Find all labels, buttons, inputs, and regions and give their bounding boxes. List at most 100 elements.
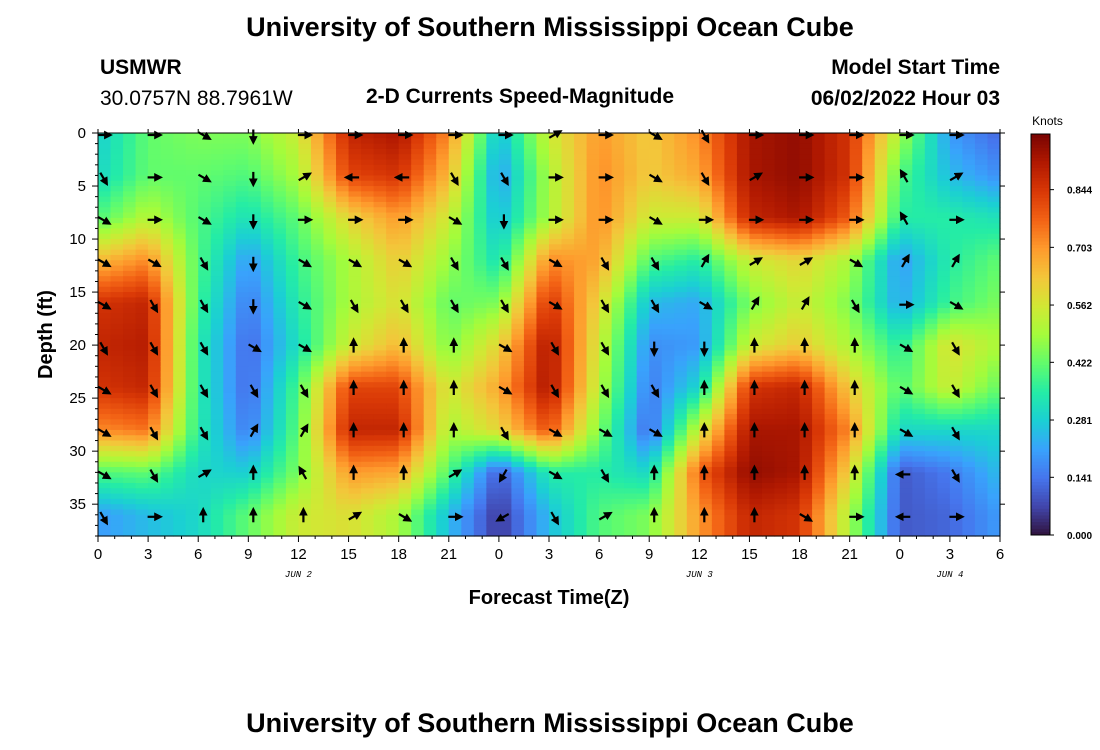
heatmap-cell (736, 191, 751, 198)
heatmap-cell (310, 281, 325, 288)
heatmap-cell (536, 233, 550, 240)
heatmap-cell (373, 302, 387, 309)
heatmap-cell (812, 345, 826, 352)
heatmap-cell (361, 414, 375, 420)
heatmap-cell (461, 265, 475, 272)
heatmap-cell (185, 440, 199, 447)
heatmap-cell (386, 318, 400, 325)
heatmap-cell (185, 461, 199, 468)
heatmap-cell (874, 233, 888, 240)
heatmap-cell (323, 371, 337, 378)
heatmap-cell (586, 281, 600, 288)
heatmap-cell (549, 276, 563, 283)
heatmap-cell (724, 323, 738, 330)
heatmap-cell (862, 244, 876, 251)
heatmap-cell (549, 180, 563, 187)
heatmap-cell (473, 297, 487, 304)
heatmap-cell (398, 387, 412, 394)
heatmap-cell (549, 138, 563, 145)
heatmap-cell (711, 530, 725, 537)
heatmap-cell (123, 307, 137, 314)
heatmap-cell (812, 392, 826, 399)
heatmap-cell (536, 175, 550, 182)
heatmap-cell (523, 514, 538, 521)
heatmap-cell (761, 408, 776, 415)
heatmap-cell (260, 456, 274, 463)
heatmap-cell (887, 509, 901, 516)
heatmap-cell (761, 509, 776, 516)
heatmap-cell (198, 138, 212, 145)
heatmap-cell (686, 345, 700, 352)
heatmap-cell (511, 318, 525, 325)
heatmap-cell (386, 143, 400, 150)
heatmap-cell (699, 207, 713, 214)
heatmap-cell (386, 170, 400, 177)
heatmap-cell (361, 244, 375, 251)
heatmap-cell (749, 186, 763, 192)
heatmap-cell (849, 456, 863, 463)
heatmap-cell (887, 361, 901, 367)
heatmap-cell (561, 530, 575, 537)
heatmap-cell (160, 297, 174, 304)
heatmap-cell (223, 509, 237, 516)
heatmap-cell (536, 334, 550, 341)
heatmap-cell (361, 239, 375, 245)
heatmap-cell (699, 164, 713, 171)
heatmap-cell (799, 186, 813, 192)
heatmap-cell (436, 403, 450, 410)
heatmap-cell (787, 186, 801, 192)
heatmap-cell (711, 233, 725, 240)
heatmap-cell (386, 461, 400, 468)
heatmap-cell (761, 244, 776, 251)
heatmap-cell (611, 217, 625, 224)
heatmap-cell (674, 493, 688, 500)
heatmap-cell (423, 398, 437, 405)
heatmap-cell (699, 239, 713, 245)
heatmap-cell (298, 329, 312, 336)
heatmap-cell (210, 477, 224, 484)
heatmap-cell (398, 445, 412, 452)
heatmap-cell (812, 212, 826, 219)
heatmap-cell (323, 398, 337, 405)
heatmap-cell (523, 286, 538, 293)
heatmap-cell (398, 233, 412, 240)
heatmap-cells (98, 133, 1001, 537)
heatmap-cell (849, 212, 863, 219)
heatmap-cell (323, 477, 337, 484)
heatmap-cell (561, 339, 575, 346)
heatmap-cell (661, 345, 675, 352)
heatmap-cell (348, 361, 362, 367)
heatmap-cell (887, 530, 901, 537)
heatmap-cell (674, 525, 688, 532)
heatmap-cell (223, 228, 237, 235)
heatmap-cell (674, 175, 688, 182)
heatmap-cell (185, 154, 199, 161)
heatmap-cell (473, 419, 487, 426)
heatmap-cell (674, 148, 688, 155)
heatmap-cell (135, 270, 149, 277)
heatmap-cell (711, 244, 725, 251)
heatmap-cell (461, 339, 475, 346)
heatmap-cell (686, 472, 700, 479)
heatmap-cell (235, 239, 249, 245)
heatmap-cell (411, 276, 425, 283)
heatmap-cell (486, 345, 500, 352)
heatmap-cell (724, 429, 738, 436)
heatmap-cell (574, 382, 588, 389)
heatmap-cell (523, 339, 538, 346)
heatmap-cell (912, 286, 926, 293)
heatmap-cell (736, 419, 751, 426)
heatmap-cell (824, 254, 838, 261)
heatmap-cell (361, 451, 375, 458)
heatmap-cell (273, 392, 287, 399)
heatmap-cell (461, 164, 475, 171)
heatmap-cell (761, 217, 776, 224)
heatmap-cell (386, 186, 400, 192)
heatmap-cell (411, 233, 425, 240)
heatmap-cell (436, 366, 450, 373)
heatmap-cell (799, 403, 813, 410)
heatmap-cell (210, 408, 224, 415)
heatmap-cell (849, 408, 863, 415)
heatmap-cell (223, 350, 237, 357)
heatmap-cell (248, 509, 262, 516)
